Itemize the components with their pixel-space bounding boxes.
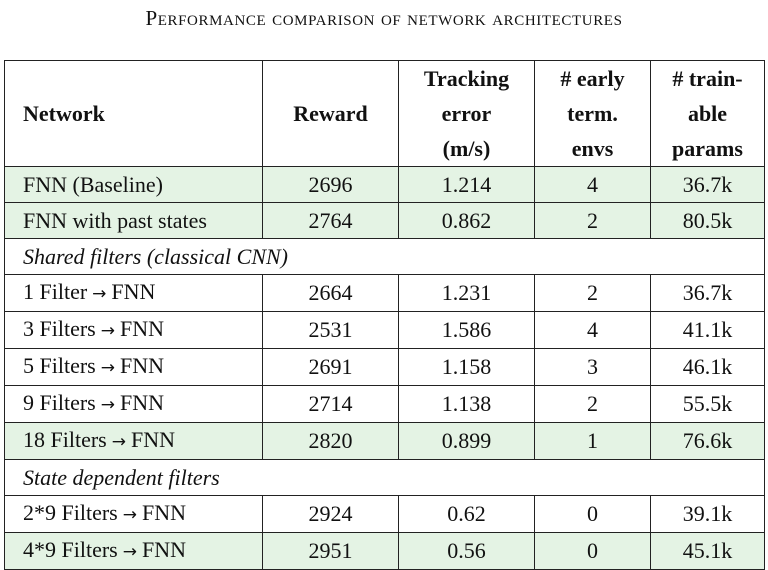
table-row: FNN (Baseline) 2696 1.214 4 36.7k	[4, 166, 765, 203]
cell-reward: 2820	[262, 422, 399, 460]
cell-reward: 2664	[262, 274, 399, 312]
table-row: 9 Filters → FNN 2714 1.138 2 55.5k	[4, 385, 765, 423]
table-row: FNN with past states 2764 0.862 2 80.5k	[4, 202, 765, 239]
cell-params: 45.1k	[650, 532, 765, 570]
table-row: 2*9 Filters → FNN 2924 0.62 0 39.1k	[4, 495, 765, 533]
cell-reward: 2531	[262, 311, 399, 349]
cell-network: FNN (Baseline)	[4, 166, 263, 203]
cell-network: 2*9 Filters → FNN	[4, 495, 263, 533]
section-row: Shared filters (classical CNN)	[4, 238, 765, 275]
cell-params: 55.5k	[650, 385, 765, 423]
arrow-right-icon: →	[122, 542, 137, 562]
header-early-term: # early term. envs	[534, 60, 651, 167]
cell-network: 18 Filters → FNN	[4, 422, 263, 460]
header-reward: Reward	[262, 60, 399, 167]
cell-error: 1.138	[398, 385, 535, 423]
header-network: Network	[4, 60, 263, 167]
header-row: Network Reward Tracking error (m/s) # earl…	[4, 60, 765, 167]
cell-early: 2	[534, 202, 651, 239]
cell-early: 2	[534, 274, 651, 312]
cell-early: 2	[534, 385, 651, 423]
cell-reward: 2764	[262, 202, 399, 239]
cell-error: 1.586	[398, 311, 535, 349]
cell-early: 3	[534, 348, 651, 386]
table-caption: Performance comparison of network archit…	[145, 6, 623, 30]
cell-early: 1	[534, 422, 651, 460]
section-label-shared-filters: Shared filters (classical CNN)	[4, 238, 765, 275]
cell-error: 1.231	[398, 274, 535, 312]
cell-early: 4	[534, 311, 651, 349]
arrow-right-icon: →	[100, 321, 115, 341]
cell-params: 46.1k	[650, 348, 765, 386]
cell-network: 5 Filters → FNN	[4, 348, 263, 386]
cell-reward: 2691	[262, 348, 399, 386]
cell-params: 36.7k	[650, 166, 765, 203]
table-row: 1 Filter → FNN 2664 1.231 2 36.7k	[4, 274, 765, 312]
cell-network: 4*9 Filters → FNN	[4, 532, 263, 570]
cell-params: 41.1k	[650, 311, 765, 349]
arrow-right-icon: →	[111, 432, 126, 452]
cell-error: 1.158	[398, 348, 535, 386]
cell-error: 0.862	[398, 202, 535, 239]
cell-network: 9 Filters → FNN	[4, 385, 263, 423]
arrow-right-icon: →	[122, 505, 137, 525]
cell-reward: 2924	[262, 495, 399, 533]
cell-error: 0.899	[398, 422, 535, 460]
section-label-state-dependent: State dependent filters	[4, 459, 765, 496]
cell-params: 36.7k	[650, 274, 765, 312]
cell-error: 1.214	[398, 166, 535, 203]
cell-reward: 2714	[262, 385, 399, 423]
arrow-right-icon: →	[100, 395, 115, 415]
cell-network: 3 Filters → FNN	[4, 311, 263, 349]
cell-early: 0	[534, 495, 651, 533]
cell-network: FNN with past states	[4, 202, 263, 239]
cell-reward: 2951	[262, 532, 399, 570]
table-row: 18 Filters → FNN 2820 0.899 1 76.6k	[4, 422, 765, 460]
cell-params: 76.6k	[650, 422, 765, 460]
cell-params: 80.5k	[650, 202, 765, 239]
table-row: 3 Filters → FNN 2531 1.586 4 41.1k	[4, 311, 765, 349]
cell-early: 4	[534, 166, 651, 203]
cell-error: 0.56	[398, 532, 535, 570]
arrow-right-icon: →	[92, 284, 107, 304]
cell-params: 39.1k	[650, 495, 765, 533]
cell-reward: 2696	[262, 166, 399, 203]
table-row: 4*9 Filters → FNN 2951 0.56 0 45.1k	[4, 532, 765, 570]
table-row: 5 Filters → FNN 2691 1.158 3 46.1k	[4, 348, 765, 386]
cell-network: 1 Filter → FNN	[4, 274, 263, 312]
section-row: State dependent filters	[4, 459, 765, 496]
performance-table: Network Reward Tracking error (m/s) # earl…	[4, 60, 765, 570]
cell-early: 0	[534, 532, 651, 570]
arrow-right-icon: →	[100, 358, 115, 378]
header-tracking-error: Tracking error (m/s)	[398, 60, 535, 167]
cell-error: 0.62	[398, 495, 535, 533]
header-trainable-params: # train-able params	[650, 60, 765, 167]
